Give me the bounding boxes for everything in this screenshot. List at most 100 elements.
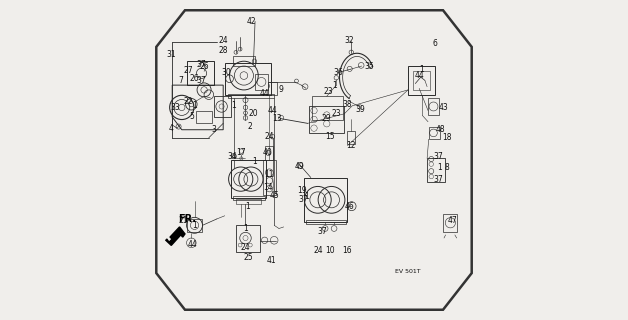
Text: 37: 37 (196, 76, 206, 85)
Text: 2: 2 (248, 122, 252, 131)
Bar (428, 98, 439, 116)
Bar (309, 106, 344, 133)
Bar (263, 160, 276, 195)
Text: 8: 8 (445, 164, 449, 172)
Text: 45: 45 (269, 190, 279, 200)
Text: 26: 26 (190, 74, 199, 83)
Text: 4: 4 (169, 124, 174, 132)
Text: 22: 22 (183, 97, 193, 106)
Text: 27: 27 (183, 66, 193, 75)
Bar (413, 71, 430, 90)
Text: 10: 10 (325, 246, 335, 255)
Text: 1: 1 (243, 224, 248, 233)
Bar (268, 82, 278, 95)
Text: 9: 9 (278, 85, 283, 94)
Text: 1: 1 (332, 81, 337, 90)
Text: 42: 42 (247, 17, 257, 26)
Text: 1: 1 (420, 65, 424, 74)
Text: 43: 43 (438, 103, 448, 112)
Text: 16: 16 (343, 246, 352, 255)
Text: 33: 33 (171, 103, 180, 112)
Text: 24: 24 (264, 132, 274, 140)
Text: 24: 24 (241, 243, 251, 252)
Text: 19: 19 (298, 186, 307, 195)
Text: 12: 12 (346, 141, 355, 150)
Bar (214, 96, 231, 117)
Text: 39: 39 (355, 105, 365, 114)
Text: 46: 46 (344, 202, 354, 211)
Text: EV 501T: EV 501T (395, 269, 421, 274)
Text: 7: 7 (178, 76, 183, 85)
Bar (236, 225, 260, 252)
Bar (233, 196, 264, 200)
Bar (233, 56, 255, 66)
Bar (225, 63, 271, 95)
Text: 5: 5 (189, 113, 194, 122)
Bar (312, 96, 343, 120)
Text: 28: 28 (219, 45, 228, 55)
Text: 1: 1 (252, 157, 257, 166)
Bar (187, 219, 202, 232)
Polygon shape (156, 10, 472, 310)
Bar (236, 199, 261, 204)
Bar (264, 146, 273, 160)
Text: 31: 31 (166, 50, 176, 59)
Text: 24: 24 (314, 246, 323, 255)
Text: 25: 25 (244, 253, 254, 262)
Text: 32: 32 (344, 36, 354, 45)
Text: 44: 44 (260, 89, 269, 98)
Text: FR.: FR. (178, 214, 197, 224)
Text: 1: 1 (305, 192, 310, 201)
Text: 49: 49 (295, 162, 305, 171)
Text: 44: 44 (188, 240, 198, 249)
Text: 15: 15 (325, 132, 335, 140)
Bar (347, 131, 355, 144)
Bar (429, 126, 440, 139)
Polygon shape (166, 227, 185, 245)
Text: 1: 1 (438, 164, 442, 172)
Text: 47: 47 (448, 216, 457, 225)
Text: 44: 44 (414, 71, 424, 80)
Bar (187, 61, 214, 85)
Text: 35: 35 (365, 61, 375, 70)
Text: 37: 37 (433, 152, 443, 161)
Text: 20: 20 (249, 109, 258, 118)
Text: 11: 11 (264, 170, 274, 179)
Bar (196, 111, 212, 123)
Text: 30: 30 (222, 68, 231, 77)
Bar (228, 94, 274, 98)
Text: 23: 23 (332, 109, 341, 118)
Text: 38: 38 (343, 100, 352, 109)
Text: 37: 37 (317, 227, 327, 236)
Text: 6: 6 (433, 39, 438, 48)
Text: 24: 24 (219, 36, 228, 45)
Text: 29: 29 (322, 114, 332, 123)
Text: 34: 34 (228, 152, 237, 161)
Bar (427, 158, 445, 182)
Text: 36: 36 (333, 68, 343, 77)
Text: 37: 37 (196, 60, 206, 69)
Text: 14: 14 (263, 183, 273, 192)
Text: 37: 37 (433, 175, 443, 184)
Text: 18: 18 (442, 133, 452, 142)
Text: 21: 21 (178, 216, 188, 225)
Text: 26: 26 (199, 61, 209, 70)
Text: 41: 41 (266, 256, 276, 265)
Text: 17: 17 (236, 148, 246, 156)
Text: 37: 37 (298, 195, 308, 204)
Text: 3: 3 (211, 125, 216, 134)
Text: 40: 40 (263, 148, 273, 156)
Bar (306, 220, 346, 224)
Text: 1: 1 (192, 101, 197, 110)
Text: 1: 1 (245, 202, 249, 211)
Text: 44: 44 (268, 106, 278, 115)
Bar (408, 66, 435, 95)
Bar (231, 160, 266, 198)
Text: 1: 1 (192, 221, 197, 230)
Text: 13: 13 (273, 114, 282, 123)
Text: 1: 1 (231, 101, 236, 110)
Bar (305, 178, 347, 222)
Bar (255, 74, 268, 90)
Text: 23: 23 (323, 87, 333, 96)
Text: 48: 48 (436, 125, 445, 134)
